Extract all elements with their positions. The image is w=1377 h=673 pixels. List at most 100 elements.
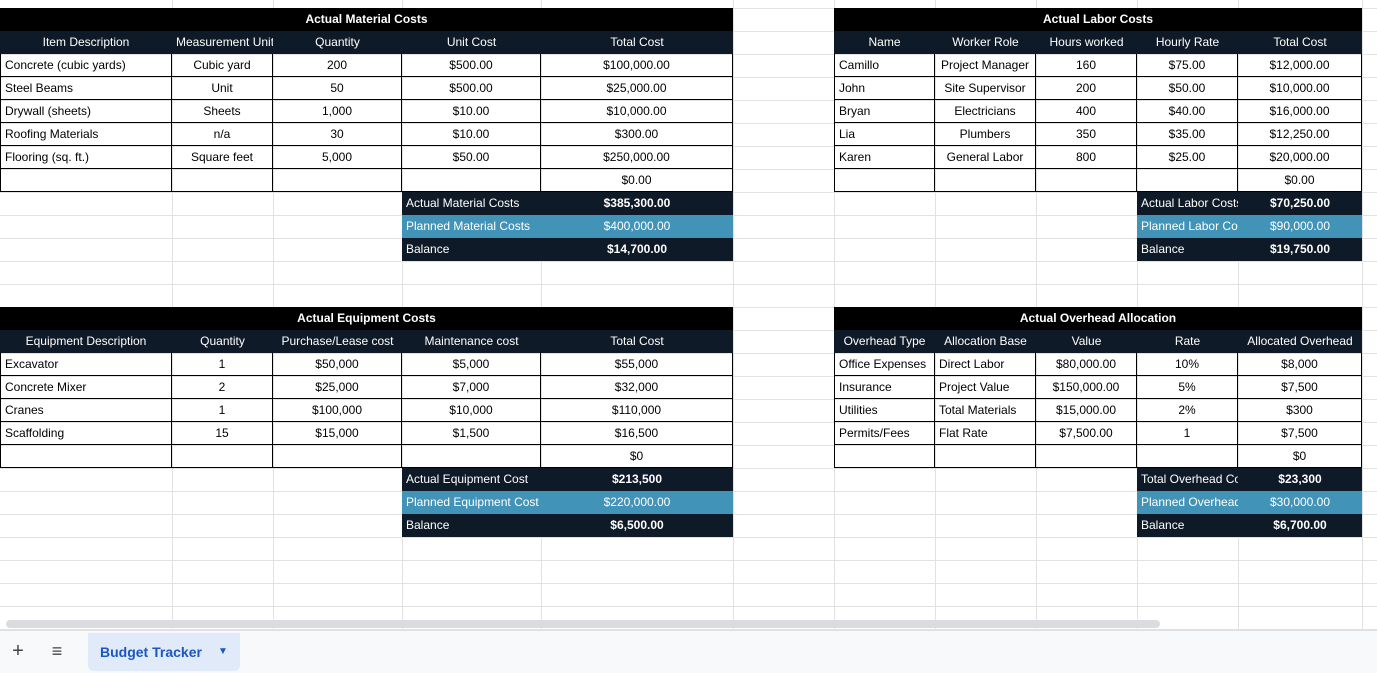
material-cell[interactable]: 200	[273, 54, 402, 77]
equipment-cell[interactable]: $7,000	[402, 376, 541, 399]
equipment-cell[interactable]: $32,000	[541, 376, 733, 399]
material-cell[interactable]: Concrete (cubic yards)	[0, 54, 172, 77]
overhead-cell[interactable]: $150,000.00	[1036, 376, 1137, 399]
equipment-summary-value[interactable]: $213,500	[541, 468, 733, 491]
overhead-summary-value[interactable]: $6,700.00	[1238, 514, 1362, 537]
overhead-cell[interactable]: Permits/Fees	[834, 422, 935, 445]
equipment-cell[interactable]	[273, 445, 402, 468]
equipment-cell[interactable]: $50,000	[273, 353, 402, 376]
labor-cell[interactable]: $25.00	[1137, 146, 1238, 169]
labor-cell[interactable]: $16,000.00	[1238, 100, 1362, 123]
overhead-cell[interactable]: Insurance	[834, 376, 935, 399]
material-cell[interactable]: $500.00	[402, 77, 541, 100]
overhead-cell[interactable]: Direct Labor	[935, 353, 1036, 376]
equipment-cell[interactable]: $110,000	[541, 399, 733, 422]
labor-cell[interactable]: John	[834, 77, 935, 100]
equipment-cell[interactable]: $10,000	[402, 399, 541, 422]
labor-summary-value[interactable]: $90,000.00	[1238, 215, 1362, 238]
equipment-cell[interactable]: $1,500	[402, 422, 541, 445]
equipment-cell[interactable]: $0	[541, 445, 733, 468]
plus-icon[interactable]: +	[12, 640, 24, 662]
material-summary-value[interactable]: $400,000.00	[541, 215, 733, 238]
labor-cell[interactable]: 400	[1036, 100, 1137, 123]
equipment-cell[interactable]: 1	[172, 353, 273, 376]
labor-cell[interactable]	[1036, 169, 1137, 192]
equipment-cell[interactable]: Concrete Mixer	[0, 376, 172, 399]
labor-cell[interactable]: $75.00	[1137, 54, 1238, 77]
material-cell[interactable]: Flooring (sq. ft.)	[0, 146, 172, 169]
overhead-cell[interactable]: Flat Rate	[935, 422, 1036, 445]
material-cell[interactable]	[0, 169, 172, 192]
equipment-cell[interactable]: $5,000	[402, 353, 541, 376]
labor-cell[interactable]: 200	[1036, 77, 1137, 100]
overhead-cell[interactable]: 1	[1137, 422, 1238, 445]
material-cell[interactable]: 1,000	[273, 100, 402, 123]
labor-cell[interactable]: $12,000.00	[1238, 54, 1362, 77]
equipment-cell[interactable]: $55,000	[541, 353, 733, 376]
spreadsheet-grid[interactable]: Actual Material Costs Item Description Mea…	[0, 0, 1377, 630]
overhead-cell[interactable]: $7,500	[1238, 376, 1362, 399]
material-cell[interactable]: Drywall (sheets)	[0, 100, 172, 123]
equipment-summary-value[interactable]: $6,500.00	[541, 514, 733, 537]
material-cell[interactable]	[402, 169, 541, 192]
equipment-cell[interactable]: $25,000	[273, 376, 402, 399]
labor-cell[interactable]: Electricians	[935, 100, 1036, 123]
labor-summary-value[interactable]: $19,750.00	[1238, 238, 1362, 261]
overhead-cell[interactable]: $8,000	[1238, 353, 1362, 376]
equipment-cell[interactable]: 1	[172, 399, 273, 422]
labor-cell[interactable]: $0.00	[1238, 169, 1362, 192]
material-cell[interactable]: 5,000	[273, 146, 402, 169]
material-cell[interactable]: $10.00	[402, 100, 541, 123]
overhead-summary-value[interactable]: $30,000.00	[1238, 491, 1362, 514]
overhead-cell[interactable]: Project Value	[935, 376, 1036, 399]
overhead-cell[interactable]: $7,500.00	[1036, 422, 1137, 445]
labor-cell[interactable]: $40.00	[1137, 100, 1238, 123]
overhead-cell[interactable]: 5%	[1137, 376, 1238, 399]
equipment-cell[interactable]	[402, 445, 541, 468]
labor-cell[interactable]	[834, 169, 935, 192]
labor-cell[interactable]: Plumbers	[935, 123, 1036, 146]
equipment-summary-value[interactable]: $220,000.00	[541, 491, 733, 514]
material-cell[interactable]: $100,000.00	[541, 54, 733, 77]
equipment-cell[interactable]: Cranes	[0, 399, 172, 422]
labor-cell[interactable]: $35.00	[1137, 123, 1238, 146]
equipment-cell[interactable]: Scaffolding	[0, 422, 172, 445]
equipment-cell[interactable]: 2	[172, 376, 273, 399]
horizontal-scrollbar[interactable]	[6, 620, 1160, 628]
overhead-cell[interactable]: $80,000.00	[1036, 353, 1137, 376]
equipment-cell[interactable]: Excavator	[0, 353, 172, 376]
equipment-cell[interactable]: 15	[172, 422, 273, 445]
overhead-cell[interactable]: 2%	[1137, 399, 1238, 422]
material-cell[interactable]: Square feet	[172, 146, 273, 169]
labor-cell[interactable]: 350	[1036, 123, 1137, 146]
material-summary-value[interactable]: $14,700.00	[541, 238, 733, 261]
hamburger-icon[interactable]: ≡	[51, 641, 63, 661]
labor-cell[interactable]: 160	[1036, 54, 1137, 77]
overhead-cell[interactable]: Office Expenses	[834, 353, 935, 376]
material-cell[interactable]: $500.00	[402, 54, 541, 77]
labor-cell[interactable]: $50.00	[1137, 77, 1238, 100]
labor-cell[interactable]: Camillo	[834, 54, 935, 77]
labor-cell[interactable]	[935, 169, 1036, 192]
overhead-cell[interactable]	[935, 445, 1036, 468]
labor-cell[interactable]: Site Supervisor	[935, 77, 1036, 100]
material-cell[interactable]: Sheets	[172, 100, 273, 123]
material-cell[interactable]	[273, 169, 402, 192]
material-cell[interactable]: Cubic yard	[172, 54, 273, 77]
labor-cell[interactable]: Project Manager	[935, 54, 1036, 77]
equipment-cell[interactable]	[172, 445, 273, 468]
material-cell[interactable]: 50	[273, 77, 402, 100]
labor-cell[interactable]: $12,250.00	[1238, 123, 1362, 146]
material-cell[interactable]: 30	[273, 123, 402, 146]
overhead-cell[interactable]: $7,500	[1238, 422, 1362, 445]
overhead-cell[interactable]: $0	[1238, 445, 1362, 468]
material-summary-value[interactable]: $385,300.00	[541, 192, 733, 215]
labor-cell[interactable]: Bryan	[834, 100, 935, 123]
material-cell[interactable]: $250,000.00	[541, 146, 733, 169]
overhead-cell[interactable]	[1137, 445, 1238, 468]
overhead-cell[interactable]: 10%	[1137, 353, 1238, 376]
labor-cell[interactable]: 800	[1036, 146, 1137, 169]
material-cell[interactable]: $10,000.00	[541, 100, 733, 123]
tab-budget-tracker[interactable]: Budget Tracker ▼	[88, 633, 240, 671]
labor-cell[interactable]: $10,000.00	[1238, 77, 1362, 100]
